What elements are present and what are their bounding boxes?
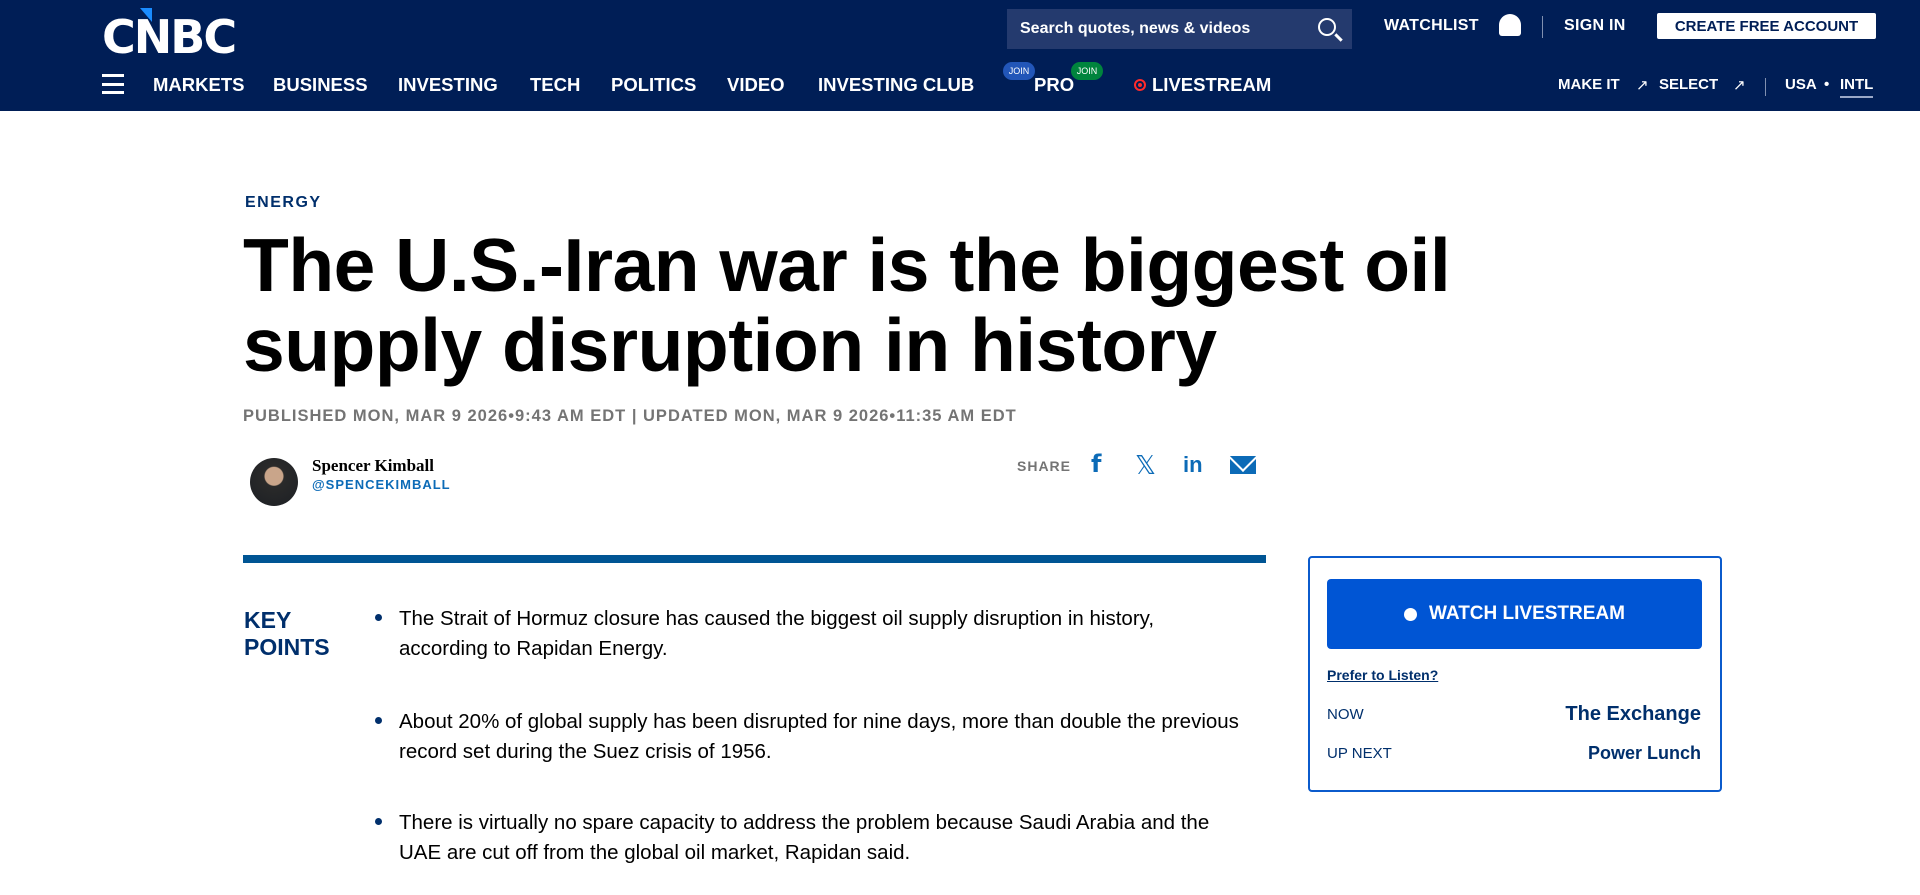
external-link-icon: ↗ xyxy=(1733,77,1746,94)
email-icon[interactable] xyxy=(1230,456,1256,474)
nav-business[interactable]: BUSINESS xyxy=(273,74,368,95)
watchlist-link[interactable]: WATCHLIST xyxy=(1384,17,1479,34)
divider xyxy=(1765,78,1766,96)
author-avatar[interactable] xyxy=(250,458,298,506)
create-account-button[interactable]: CREATE FREE ACCOUNT xyxy=(1657,13,1876,39)
region-separator: • xyxy=(1824,76,1830,93)
nav-investing[interactable]: INVESTING xyxy=(398,74,498,95)
facebook-icon[interactable]: f xyxy=(1091,450,1102,478)
region-usa[interactable]: USA xyxy=(1785,76,1817,93)
live-dot-icon xyxy=(1404,607,1417,621)
nav-politics[interactable]: POLITICS xyxy=(611,74,697,95)
author-name[interactable]: Spencer Kimball xyxy=(312,456,434,475)
article-title: The U.S.-Iran war is the biggest oil sup… xyxy=(243,223,1451,387)
nav-markets[interactable]: MARKETS xyxy=(153,74,245,95)
now-label: NOW xyxy=(1327,706,1364,723)
share-label: SHARE xyxy=(1017,458,1072,474)
live-dot-icon xyxy=(1134,79,1146,91)
article-dates: PUBLISHED MON, MAR 9 2026•9:43 AM EDT | … xyxy=(243,407,1017,425)
points-label: POINTS xyxy=(244,634,330,660)
sign-in-link[interactable]: SIGN IN xyxy=(1564,17,1626,34)
make-it-link[interactable]: MAKE IT xyxy=(1558,76,1620,93)
external-link-icon: ↗ xyxy=(1636,77,1649,94)
select-link[interactable]: SELECT xyxy=(1659,76,1719,93)
key-label: KEY xyxy=(244,607,292,633)
region-intl[interactable]: INTL xyxy=(1840,76,1874,98)
watch-label: WATCH LIVESTREAM xyxy=(1429,603,1625,624)
key-points-divider xyxy=(243,555,1266,563)
nav-investing-club[interactable]: INVESTING CLUB xyxy=(818,74,975,95)
x-icon[interactable]: 𝕏 xyxy=(1135,450,1156,480)
prefer-to-listen-link[interactable]: Prefer to Listen? xyxy=(1327,667,1439,683)
search-icon[interactable] xyxy=(1318,18,1336,36)
key-point: About 20% of global supply has been disr… xyxy=(375,707,1239,767)
key-point: The Strait of Hormuz closure has caused … xyxy=(375,604,1239,664)
now-show[interactable]: The Exchange xyxy=(1565,703,1701,725)
next-show[interactable]: Power Lunch xyxy=(1587,743,1701,763)
watch-livestream-button[interactable]: WATCH LIVESTREAM xyxy=(1327,579,1702,649)
key-points-heading: KEY POINTS xyxy=(244,607,330,661)
search-placeholder: Search quotes, news & videos xyxy=(1020,20,1251,37)
bell-icon[interactable] xyxy=(1499,14,1521,36)
key-point: There is virtually no spare capacity to … xyxy=(375,808,1239,868)
section-label[interactable]: ENERGY xyxy=(245,194,322,211)
nav-video[interactable]: VIDEO xyxy=(727,74,785,95)
join-badge[interactable]: JOIN xyxy=(1071,62,1103,80)
nav-livestream[interactable]: LIVESTREAM xyxy=(1152,74,1272,95)
linkedin-icon[interactable]: in xyxy=(1183,452,1203,477)
divider xyxy=(1542,16,1543,38)
livestream-panel xyxy=(1308,556,1722,792)
nav-pro[interactable]: PRO xyxy=(1034,74,1075,95)
cnbc-logo[interactable]: CNBC xyxy=(102,10,237,64)
search-input[interactable]: Search quotes, news & videos xyxy=(1007,9,1352,49)
up-next-label: UP NEXT xyxy=(1327,745,1392,762)
author-handle[interactable]: @SPENCEKIMBALL xyxy=(312,477,451,492)
join-badge[interactable]: JOIN xyxy=(1003,62,1035,80)
hamburger-menu-icon[interactable] xyxy=(102,74,124,94)
site-header: CNBC Search quotes, news & videos WATCHL… xyxy=(0,0,1920,111)
nav-tech[interactable]: TECH xyxy=(530,74,581,95)
